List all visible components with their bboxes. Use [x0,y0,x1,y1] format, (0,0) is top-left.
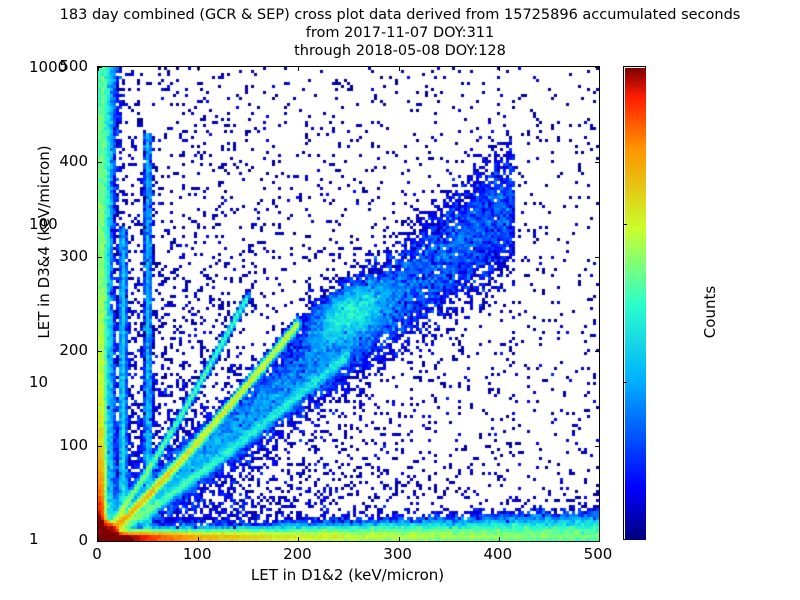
y-tick-label-500: 500 [59,57,88,75]
y-tick-right-0 [595,541,599,542]
y-tick-right-200 [595,351,599,353]
colorbar-tick-label-1: 1 [29,530,39,548]
colorbar-tick-100 [623,224,627,225]
y-tick-label-0: 0 [78,531,88,549]
y-tick-200 [98,351,102,353]
y-tick-300 [98,256,102,258]
y-tick-100 [98,446,102,448]
y-tick-500 [98,67,102,68]
x-tick-0 [98,537,99,541]
y-tick-label-400: 400 [59,151,88,170]
y-tick-0 [98,541,102,542]
y-tick-label-300: 300 [59,246,88,265]
x-tick-300 [398,537,400,541]
y-tick-right-400 [595,161,599,163]
title-line-2: from 2017-11-07 DOY:311 [305,25,495,41]
colorbar-gradient [623,66,646,540]
colorbar-canvas [625,68,646,540]
x-tick-top-200 [298,67,300,71]
x-tick-label-100: 100 [182,545,212,563]
x-tick-200 [298,537,300,541]
x-axis-label: LET in D1&2 (keV/micron) [250,566,445,584]
y-tick-400 [98,161,102,163]
x-tick-top-500 [599,67,600,71]
x-tick-top-300 [398,67,400,71]
x-tick-label-300: 300 [383,545,412,563]
colorbar-tick-10 [623,382,627,383]
x-tick-label-200: 200 [283,545,312,563]
title-line-3: through 2018-05-08 DOY:128 [294,43,506,59]
colorbar [623,66,646,540]
x-tick-top-100 [198,67,200,71]
y-tick-right-300 [595,256,599,258]
x-tick-top-0 [98,67,99,71]
x-tick-top-400 [498,67,500,71]
plot-title: 183 day combined (GCR & SEP) cross plot … [0,6,800,60]
x-tick-500 [599,537,600,541]
density-heatmap [98,67,599,541]
x-tick-100 [198,537,200,541]
colorbar-tick-label-10: 10 [29,373,49,391]
x-tick-label-400: 400 [483,545,513,563]
x-tick-label-0: 0 [92,545,102,563]
y-tick-right-500 [595,67,599,68]
x-tick-400 [498,537,500,541]
plot-axes [97,66,600,542]
y-tick-label-100: 100 [59,436,88,455]
title-line-1: 183 day combined (GCR & SEP) cross plot … [59,7,741,23]
x-tick-label-500: 500 [583,545,613,563]
colorbar-tick-label-1000: 1000 [29,58,68,76]
y-tick-label-200: 200 [59,341,88,360]
colorbar-label: Counts [701,285,719,339]
y-tick-right-100 [595,446,599,448]
colorbar-tick-label-100: 100 [29,215,58,233]
y-axis-label: LET in D3&4 (keV/micron) [35,145,53,339]
